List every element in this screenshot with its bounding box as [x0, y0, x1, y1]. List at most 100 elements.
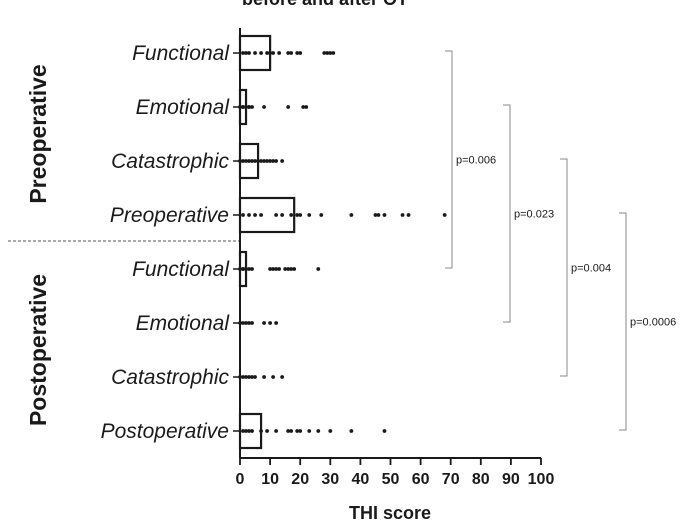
data-point: [259, 429, 263, 433]
data-point: [247, 51, 251, 55]
x-tick-label: 60: [412, 471, 430, 488]
significance-bracket: [560, 158, 568, 377]
x-tick-label: 90: [502, 471, 520, 488]
data-point: [262, 159, 266, 163]
data-point: [259, 213, 263, 217]
significance-bracket: [503, 104, 511, 323]
p-value-label: p=0.0006: [630, 317, 676, 329]
data-point: [247, 429, 251, 433]
data-point: [262, 375, 266, 379]
x-axis-title: THI score: [349, 503, 431, 523]
data-point: [328, 429, 333, 433]
data-point: [247, 321, 251, 325]
data-point: [295, 51, 300, 55]
data-point: [271, 375, 276, 379]
data-point: [247, 375, 251, 379]
data-point: [241, 267, 245, 271]
data-point: [307, 429, 312, 433]
data-point: [241, 51, 245, 55]
data-point: [322, 51, 327, 55]
x-axis: 0 10 20 30 40 50 60 70 80 90 100: [233, 28, 554, 488]
data-point: [253, 159, 257, 163]
significance-bracket: [445, 50, 453, 269]
data-point: [247, 159, 251, 163]
data-point: [253, 213, 257, 217]
data-point: [298, 51, 303, 55]
data-point: [280, 213, 285, 217]
data-point: [241, 213, 245, 217]
data-point: [250, 105, 254, 109]
x-tick-label: 10: [261, 471, 279, 488]
data-point: [295, 213, 300, 217]
data-point: [274, 429, 279, 433]
data-point: [373, 213, 378, 217]
data-point: [316, 429, 321, 433]
data-point: [349, 429, 354, 433]
x-tick-label: 30: [321, 471, 339, 488]
data-point: [244, 321, 248, 325]
data-point: [289, 213, 294, 217]
data-point: [277, 51, 282, 55]
category-label: Preoperative: [110, 204, 229, 227]
data-point: [241, 159, 245, 163]
data-point: [316, 267, 321, 271]
data-point: [277, 267, 282, 271]
data-point: [250, 321, 254, 325]
data-point: [250, 429, 254, 433]
data-point: [283, 267, 288, 271]
data-point: [259, 159, 263, 163]
category-label: Emotional: [136, 312, 231, 335]
x-tick-label: 20: [291, 471, 309, 488]
data-point: [262, 105, 266, 109]
data-point: [265, 429, 269, 433]
data-point: [244, 267, 248, 271]
x-tick-label: 50: [382, 471, 400, 488]
data-point: [328, 51, 333, 55]
data-point: [376, 213, 381, 217]
data-point: [382, 429, 387, 433]
data-point: [274, 321, 279, 325]
data-point: [289, 267, 294, 271]
data-point: [325, 51, 330, 55]
data-point: [241, 321, 245, 325]
data-point: [268, 159, 272, 163]
data-point: [259, 51, 263, 55]
data-point: [307, 213, 312, 217]
category-label: Postoperative: [101, 420, 229, 443]
data-point: [271, 159, 276, 163]
data-point: [292, 267, 297, 271]
data-point: [262, 321, 266, 325]
data-point: [274, 159, 279, 163]
data-point: [304, 105, 309, 109]
data-point: [268, 321, 272, 325]
data-point: [244, 429, 248, 433]
data-point: [241, 429, 245, 433]
data-point: [286, 105, 291, 109]
bars: [238, 34, 296, 450]
data-point: [280, 375, 285, 379]
data-point: [241, 105, 245, 109]
group-label: Preoperative: [25, 64, 51, 203]
data-point: [256, 159, 260, 163]
data-point: [253, 375, 257, 379]
category-label: Emotional: [136, 96, 231, 119]
data-point: [265, 51, 269, 55]
data-point: [319, 213, 324, 217]
data-point: [301, 105, 306, 109]
data-point: [274, 213, 279, 217]
p-value-label: p=0.004: [571, 263, 611, 275]
data-point: [298, 213, 303, 217]
x-tick-label: 80: [472, 471, 490, 488]
data-point: [250, 159, 254, 163]
data-point: [400, 213, 405, 217]
group-labels: Preoperative Postoperative: [25, 64, 51, 426]
data-point: [382, 213, 387, 217]
data-point: [244, 105, 248, 109]
data-point: [274, 267, 279, 271]
data-point: [244, 51, 248, 55]
data-point: [289, 51, 294, 55]
category-label: Functional: [132, 42, 230, 65]
x-tick-label: 0: [236, 471, 245, 488]
data-point: [247, 105, 251, 109]
data-point: [268, 267, 272, 271]
